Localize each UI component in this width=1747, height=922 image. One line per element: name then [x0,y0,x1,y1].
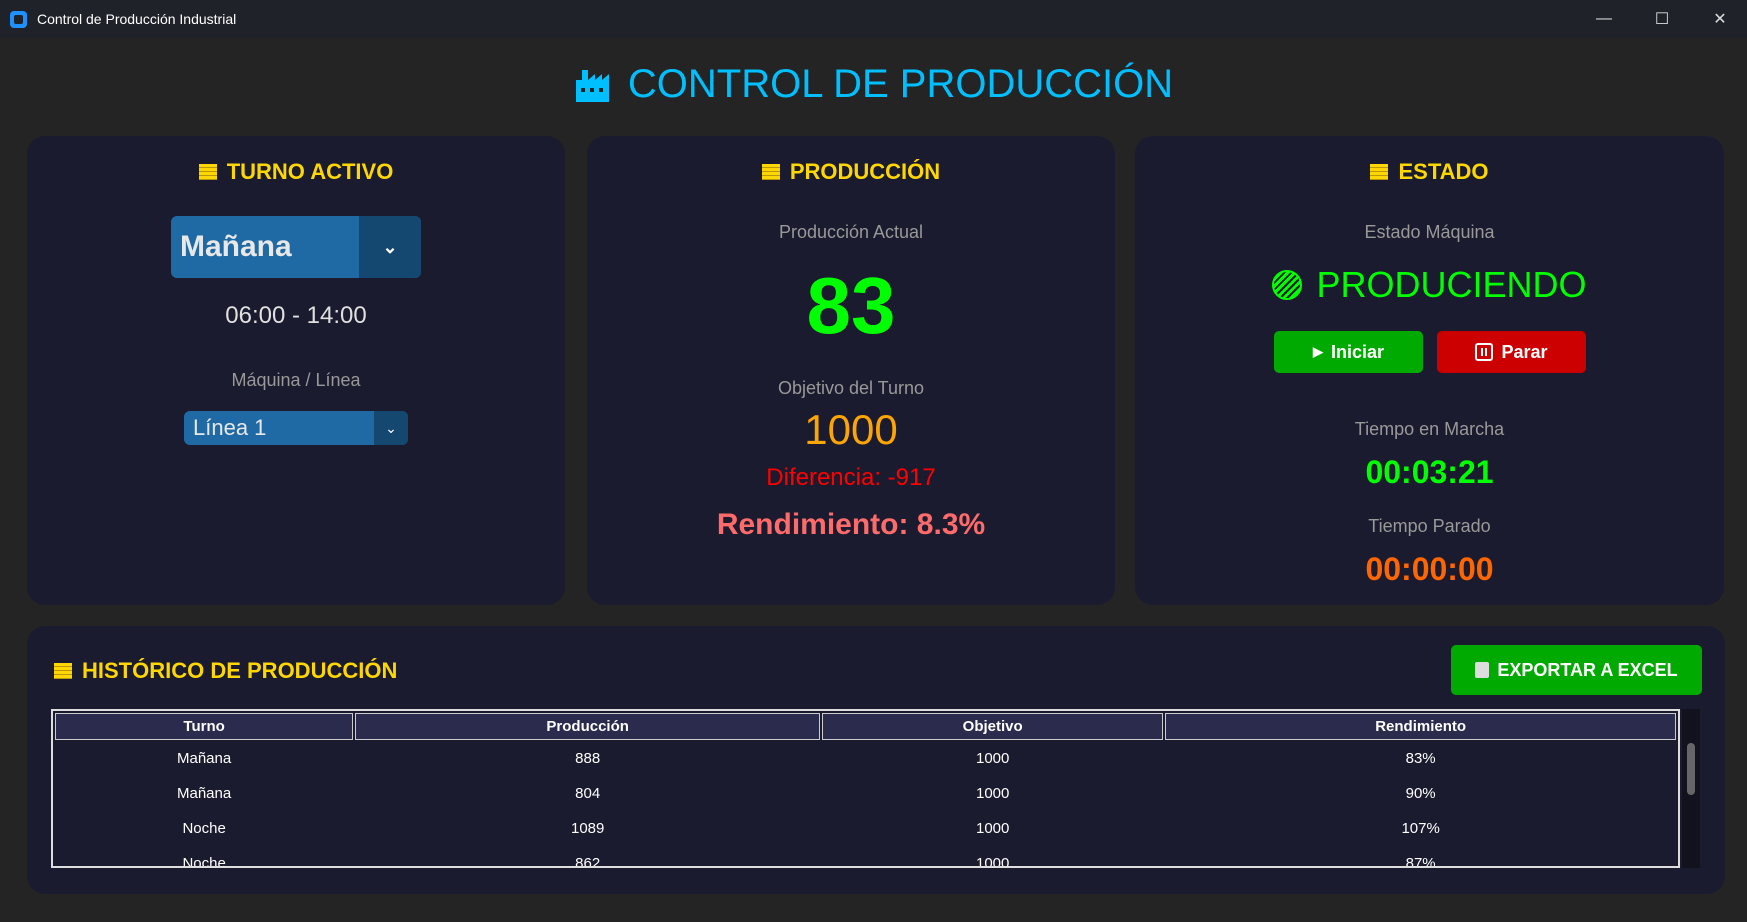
shift-dropdown[interactable]: Mañana ⌄ [171,216,421,278]
stop-label: Parar [1501,341,1548,362]
stack-icon [1370,164,1389,180]
machine-status: PRODUCIENDO [1135,264,1724,306]
pause-icon [1475,343,1494,361]
produccion-card: PRODUCCIÓN Producción Actual 83 Objetivo… [587,136,1115,605]
export-label: EXPORTAR A EXCEL [1497,659,1678,680]
status-text: PRODUCIENDO [1316,264,1587,305]
stopped-time: 00:00:00 [1365,551,1494,587]
historico-title: HISTÓRICO DE PRODUCCIÓN [54,658,397,684]
factory-icon [575,69,609,102]
table-row[interactable]: Mañana 888 1000 83% [55,742,1676,775]
chevron-down-icon[interactable]: ⌄ [374,411,408,445]
column-header-objetivo[interactable]: Objetivo [822,713,1164,740]
machine-selected: Línea 1 [193,415,267,440]
stack-icon [761,164,780,180]
produccion-title: PRODUCCIÓN [587,159,1115,185]
scrollbar-thumb[interactable] [1687,743,1695,795]
table-row[interactable]: Mañana 804 1000 90% [55,777,1676,810]
cell: Mañana [177,750,232,767]
shift-selected: Mañana [180,230,292,263]
status-circle-icon [1272,270,1303,300]
start-label: Iniciar [1330,341,1385,362]
stack-icon [198,164,217,180]
machine-label: Máquina / Línea [231,370,361,390]
cell: 1000 [976,820,1010,837]
title-bar: Control de Producción Industrial — ☐ ✕ [0,0,1747,38]
performance-value: Rendimiento: 8.3% [716,508,986,541]
shift-hours: 06:00 - 14:00 [225,302,367,329]
history-table: Turno Producción Objetivo Rendimiento Ma… [51,709,1680,868]
cell: 804 [575,785,601,802]
cell: 888 [575,750,601,767]
turno-title: TURNO ACTIVO [27,159,565,185]
cell: 1000 [976,785,1010,802]
cell: 87% [1405,855,1436,868]
machine-dropdown[interactable]: Línea 1 ⌄ [184,411,408,445]
historico-panel: HISTÓRICO DE PRODUCCIÓN EXPORTAR A EXCEL… [27,626,1725,894]
target-value: 1000 [804,406,898,453]
estado-title: ESTADO [1135,159,1724,185]
cell: 1089 [570,820,605,837]
turno-card: TURNO ACTIVO Mañana ⌄ 06:00 - 14:00 Máqu… [27,136,565,605]
play-icon: ▶ [1312,344,1323,359]
table-row[interactable]: Noche 862 1000 87% [55,847,1676,868]
stack-icon [54,663,72,679]
machine-state-label: Estado Máquina [1364,222,1495,242]
historico-title-text: HISTÓRICO DE PRODUCCIÓN [82,658,398,683]
column-header-rendimiento[interactable]: Rendimiento [1165,713,1676,740]
window-title: Control de Producción Industrial [37,11,237,27]
target-label: Objetivo del Turno [777,378,925,398]
cell: 90% [1405,785,1436,802]
running-time: 00:03:21 [1365,454,1494,490]
start-button[interactable]: ▶ Iniciar [1274,331,1423,373]
cell: Noche [182,855,226,868]
produccion-title-text: PRODUCCIÓN [789,159,941,184]
actual-value: 83 [806,261,896,350]
stop-button[interactable]: Parar [1437,331,1586,373]
app-icon [10,10,27,28]
page-title: CONTROL DE PRODUCCIÓN [0,62,1747,107]
running-label: Tiempo en Marcha [1354,419,1505,439]
cell: 1000 [976,855,1010,868]
turno-title-text: TURNO ACTIVO [226,159,394,184]
cell: Mañana [177,785,232,802]
export-excel-button[interactable]: EXPORTAR A EXCEL [1451,645,1702,695]
close-button[interactable]: ✕ [1713,11,1727,28]
stopped-label: Tiempo Parado [1368,516,1491,536]
difference-value: Diferencia: -917 [766,464,936,491]
actual-label: Producción Actual [778,222,924,242]
column-header-produccion[interactable]: Producción [355,713,821,740]
cell: 83% [1405,750,1436,767]
estado-title-text: ESTADO [1398,159,1489,184]
cell: 862 [575,855,601,868]
maximize-button[interactable]: ☐ [1654,11,1670,28]
column-header-turno[interactable]: Turno [55,713,354,740]
table-row[interactable]: Noche 1089 1000 107% [55,812,1676,845]
cell: Noche [182,820,226,837]
estado-card: ESTADO Estado Máquina PRODUCIENDO ▶ Inici… [1135,136,1724,605]
chevron-down-icon[interactable]: ⌄ [359,216,421,278]
cell: 107% [1401,820,1440,837]
cell: 1000 [976,750,1010,767]
excel-icon [1475,662,1490,678]
minimize-button[interactable]: — [1596,10,1612,27]
header-title: CONTROL DE PRODUCCIÓN [627,62,1174,106]
table-scrollbar[interactable] [1682,709,1700,868]
